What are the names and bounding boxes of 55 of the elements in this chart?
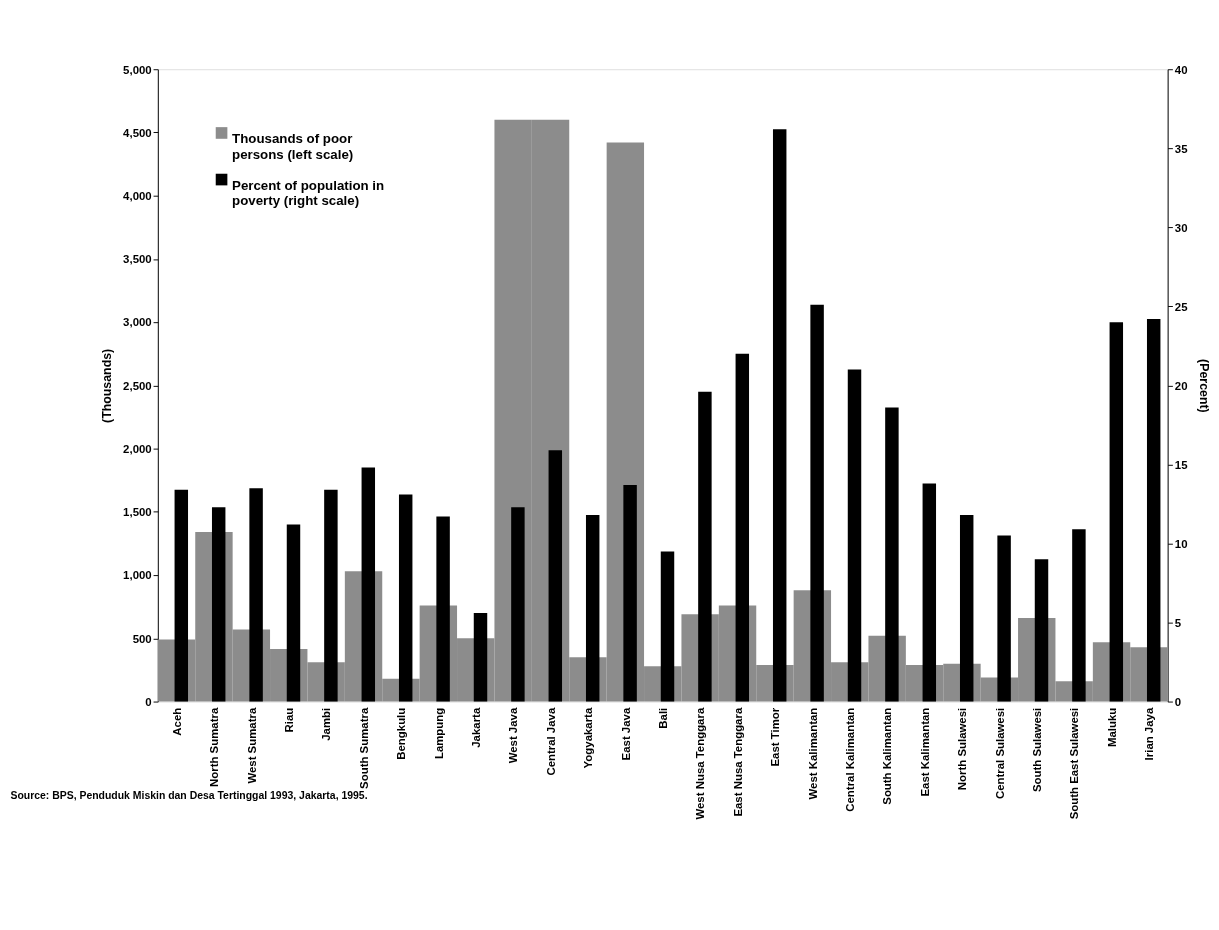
x-tick-label: West Sumatra: [245, 707, 258, 784]
y2-axis-title: (Percent): [1196, 359, 1211, 413]
y2-tick-label: 35: [1174, 142, 1189, 155]
y-tick-label: 2,500: [123, 379, 152, 392]
legend-label: Percent of population in poverty (right scale): [232, 178, 385, 209]
x-tick-label: Central Java: [544, 707, 557, 776]
y-tick-label: 500: [132, 632, 152, 645]
y2-tick-label: 10: [1174, 537, 1188, 550]
y-tick-label: 4,500: [123, 126, 152, 139]
x-tick-label: Yogyakarta: [582, 707, 595, 769]
x-tick-label: Aceh: [170, 707, 183, 736]
x-tick-label: East Kalimantan: [918, 707, 931, 797]
y-tick-label: 2,000: [123, 442, 152, 455]
y-tick-label: 3,500: [123, 253, 152, 266]
x-tick-label: West Java: [507, 707, 520, 764]
x-tick-label: West Nusa Tenggara: [694, 707, 707, 820]
x-tick-label: West Kalimantan: [806, 707, 819, 800]
y2-tick-label: 20: [1174, 379, 1188, 392]
x-tick-label: East Java: [619, 707, 632, 761]
y2-tick-label: 25: [1174, 300, 1189, 313]
x-tick-label: Irian Jaya: [1143, 707, 1156, 761]
x-tick-label: South Sulawesi: [1031, 707, 1044, 793]
source-note: Source: BPS, Penduduk Miskin dan Desa Tertinggal 1993, Jakarta, 1995.: [10, 790, 368, 802]
x-tick-label: Jakarta: [470, 707, 483, 748]
x-tick-label: South Sumatra: [357, 707, 370, 789]
y-tick-label: 1,000: [123, 569, 152, 582]
legend-label: Thousands of poor persons (left scale): [232, 131, 354, 162]
y2-tick-label: 40: [1174, 63, 1188, 76]
x-tick-label: Jambi: [320, 707, 333, 741]
x-tick-label: North Sumatra: [208, 707, 221, 787]
x-tick-label: East Timor: [769, 707, 782, 767]
x-tick-label: Lampung: [432, 707, 445, 760]
x-tick-label: Riau: [283, 707, 296, 733]
x-tick-label: Central Sulawesi: [993, 707, 1006, 800]
y2-tick-label: 0: [1174, 695, 1182, 708]
x-tick-label: Bengkulu: [395, 707, 408, 760]
y-axis-title: (Thousands): [99, 348, 114, 423]
y-tick-label: 4,000: [123, 190, 152, 202]
x-tick-label: Maluku: [1105, 707, 1118, 748]
x-tick-label: Bali: [657, 707, 670, 729]
x-tick-label: Central Kalimantan: [844, 707, 857, 812]
y2-tick-label: 15: [1174, 458, 1189, 471]
x-tick-label: East Nusa Tenggara: [731, 707, 744, 817]
x-tick-label: North Sulawesi: [956, 707, 969, 791]
bar: [548, 450, 563, 702]
y-tick-label: 0: [145, 695, 152, 708]
bar: [511, 507, 525, 702]
y-tick-label: 1,500: [123, 506, 152, 519]
y-tick-label: 3,000: [123, 316, 152, 329]
bar: [623, 485, 637, 702]
y2-tick-label: 30: [1174, 221, 1188, 234]
x-tick-label: South Kalimantan: [881, 707, 894, 805]
x-tick-label: South East Sulawesi: [1068, 707, 1081, 820]
y2-tick-label: 5: [1174, 616, 1182, 629]
y-tick-label: 5,000: [123, 63, 152, 76]
